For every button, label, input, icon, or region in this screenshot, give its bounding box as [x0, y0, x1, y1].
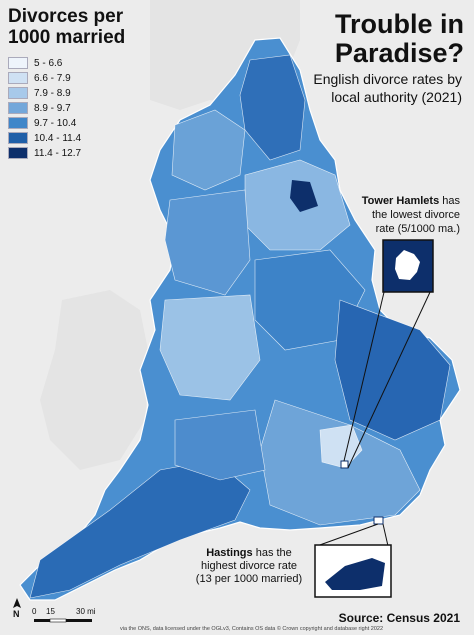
legend-swatch	[8, 147, 28, 159]
region-wiltshire	[174, 409, 266, 481]
region-west-midlands	[159, 294, 261, 401]
legend-row: 8.9 - 9.7	[8, 101, 126, 115]
legend-swatch	[8, 57, 28, 69]
title-line-2: Paradise?	[334, 38, 464, 68]
lowest-callout-line-1	[343, 287, 386, 462]
lowest-text-1: has	[439, 195, 460, 207]
subtitle-line-1: English divorce rates by	[313, 71, 462, 87]
subtitle-line-2: local authority (2021)	[331, 89, 462, 105]
legend-label: 10.4 - 11.4	[34, 132, 82, 144]
source-note: Source: Census 2021	[338, 611, 460, 625]
legend: 5 - 6.6 6.6 - 7.9 7.9 - 8.9 8.9 - 9.7 9.7 - …	[8, 56, 126, 161]
region-london	[319, 424, 363, 469]
legend-swatch	[8, 72, 28, 84]
lowest-place-name: Tower Hamlets	[361, 195, 440, 207]
region-south-west	[29, 459, 251, 599]
legend-row: 7.9 - 8.9	[8, 86, 126, 100]
north-arrow	[13, 598, 21, 608]
legend-label: 6.6 - 7.9	[34, 72, 71, 84]
legend-row: 11.4 - 12.7	[8, 146, 126, 160]
scale-label-15: 15	[46, 607, 55, 616]
legend-row: 9.7 - 10.4	[8, 116, 126, 130]
north-label: N	[13, 609, 20, 619]
legend-row: 5 - 6.6	[8, 56, 126, 70]
region-north-west	[164, 189, 251, 296]
hastings-shape	[325, 558, 385, 590]
region-patches	[29, 54, 451, 599]
region-north-east	[239, 54, 306, 161]
legend-row: 10.4 - 11.4	[8, 131, 126, 145]
legend-label: 8.9 - 9.7	[34, 102, 71, 114]
lowest-callout-line-2	[347, 289, 432, 469]
legend-swatch	[8, 102, 28, 114]
scale-label-0: 0	[32, 607, 37, 616]
legend-title-line-1: Divorces per	[8, 6, 124, 27]
page-subtitle: English divorce rates by local authority…	[252, 70, 462, 106]
title-line-1: Trouble in	[334, 9, 464, 39]
tower-hamlets-marker	[340, 460, 349, 469]
highest-callout-line-1	[316, 523, 379, 547]
hastings-marker	[373, 516, 384, 525]
scale-label-30: 30 mi	[76, 607, 96, 616]
legend-label: 5 - 6.6	[34, 57, 63, 69]
highest-text-1: has the	[252, 547, 292, 559]
legend-label: 11.4 - 12.7	[34, 147, 82, 159]
highest-text-2: highest divorce rate	[201, 560, 297, 572]
wales	[40, 290, 150, 470]
legend-label: 9.7 - 10.4	[34, 117, 77, 129]
highest-place-name: Hastings	[206, 547, 253, 559]
region-cumbria	[171, 109, 246, 191]
legend-swatch	[8, 117, 28, 129]
tower-hamlets-shape	[395, 250, 420, 280]
newcastle-dark-area	[290, 180, 318, 212]
scale-bar	[34, 618, 92, 623]
highest-text-3: (13 per 1000 married)	[195, 573, 303, 585]
region-east	[334, 299, 451, 441]
lowest-rate-callout: Tower Hamlets has the lowest divorce rat…	[320, 194, 460, 236]
lowest-text-3: rate (5/1000 ma.)	[375, 223, 460, 235]
legend-title-line-2: 1000 married	[8, 27, 126, 48]
highest-callout-line-2	[382, 523, 389, 547]
page-title: Trouble in Paradise?	[335, 10, 464, 68]
legend-title: Divorces per 1000 married	[8, 6, 125, 48]
legend-swatch	[8, 132, 28, 144]
legend-label: 7.9 - 8.9	[34, 87, 71, 99]
credit-note: via the ONS, data licensed under the OGL…	[120, 626, 384, 632]
legend-swatch	[8, 87, 28, 99]
lowest-text-2: the lowest divorce	[371, 209, 460, 221]
highest-rate-callout: Hastings has the highest divorce rate (1…	[178, 547, 320, 586]
legend-row: 6.6 - 7.9	[8, 71, 126, 85]
